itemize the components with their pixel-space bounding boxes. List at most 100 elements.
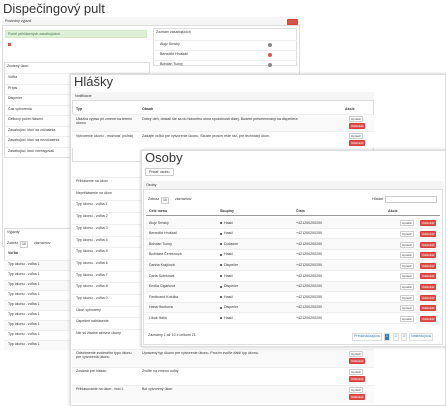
message-row (72, 270, 142, 283)
edit-button[interactable]: Upraviť (400, 273, 414, 280)
stop-button[interactable] (287, 18, 298, 25)
panel-title: Posledný výjazd (5, 19, 31, 23)
person-row (146, 292, 440, 303)
message-type: Typ úkonu - voľba 4 (76, 237, 108, 242)
message-type: Úspešné nahlásenie (76, 319, 109, 324)
trip-type: Typ úkonu - voľba 1 (8, 262, 40, 266)
delete-button[interactable]: Odstrániť (349, 123, 366, 129)
message-type: Typ úkonu - voľba 0 (76, 296, 108, 300)
delete-button[interactable]: Odstrániť (349, 358, 366, 364)
trip-row (4, 340, 74, 350)
delete-button[interactable]: Odstrániť (420, 294, 437, 301)
person-group: Dočasne (224, 241, 239, 246)
person-group: Hasič (224, 231, 233, 236)
edit-button[interactable]: Upraviť (349, 369, 363, 375)
length-select[interactable]: 10 (161, 197, 169, 204)
responders-panel (153, 28, 297, 66)
length-label: záznamov (34, 241, 51, 245)
person-group: Hasič (224, 220, 233, 225)
trip-type: Typ úkonu - voľba 1 (8, 342, 40, 346)
detail-label: Celkový počet hlásení (8, 117, 44, 121)
edit-button[interactable]: Upraviť (400, 252, 414, 259)
person-row (146, 260, 440, 271)
person-group: Hasič (224, 315, 233, 320)
delete-button[interactable]: Odstrániť (420, 283, 437, 290)
delete-button[interactable]: Odstrániť (420, 220, 437, 227)
panel-title: Notifikácie (75, 94, 92, 98)
message-type: Prihlasovanie na úkon - bod 1 (76, 387, 124, 391)
person-name: Emília Cigáňová (149, 284, 176, 289)
delete-button[interactable]: Odstrániť (349, 394, 366, 400)
page-link[interactable]: 2 (393, 333, 399, 341)
page-title: Dispečingový pult (3, 1, 105, 16)
message-type: Typ úkonu - voľba 2 (76, 214, 108, 219)
edit-button[interactable]: Upraviť (400, 283, 414, 290)
message-type: Prihlásenie na úkon (76, 179, 108, 183)
delete-button[interactable]: Odstrániť (420, 305, 437, 312)
trip-type: Typ úkonu - voľba 1 (8, 282, 40, 286)
header-rule (146, 215, 440, 216)
edit-button[interactable]: Upraviť (400, 262, 414, 269)
trip-row (4, 270, 74, 280)
delete-button[interactable]: Odstrániť (420, 252, 437, 259)
person-row (146, 249, 440, 261)
person-group: Hasič (224, 273, 233, 278)
person-number: +421200200200 (296, 252, 323, 257)
trip-row (4, 320, 74, 330)
logged-label: Počet prihlásených zasahujúcich (8, 31, 61, 36)
logged-bar (5, 30, 147, 38)
message-type: Odstránenie zvoleného typu úkonu pre vyt… (76, 351, 132, 359)
delete-button[interactable]: Odstrániť (420, 262, 437, 269)
add-person-button[interactable]: Pridať osobu (145, 168, 174, 176)
person-number: +421200200200 (296, 231, 323, 236)
length-select[interactable]: 10 (20, 241, 28, 248)
edit-button[interactable]: Upraviť (400, 241, 414, 248)
edit-button[interactable]: Upraviť (349, 351, 363, 357)
delete-button[interactable]: Odstrániť (420, 273, 437, 280)
person-row (146, 228, 440, 240)
edit-button[interactable]: Upraviť (400, 315, 414, 322)
delete-button[interactable]: Odstrániť (349, 140, 366, 146)
edit-button[interactable]: Upraviť (349, 133, 363, 139)
notification-content: Dobrý deň, dostali ste sa do hlavného ok… (142, 117, 298, 121)
edit-button[interactable]: Upraviť (400, 294, 414, 301)
page-link[interactable]: Nasledujúca (409, 333, 433, 341)
group-icon (220, 232, 222, 235)
search-input[interactable] (385, 195, 437, 203)
edit-button[interactable]: Upraviť (349, 387, 363, 393)
message-row (72, 329, 142, 341)
trip-type: Typ úkonu - voľba 1 (8, 332, 40, 336)
delete-button[interactable]: Odstrániť (420, 241, 437, 248)
page-link[interactable]: 1 (384, 333, 390, 341)
column-header: Celé meno (149, 209, 168, 213)
responder-status (268, 52, 272, 57)
column-header: Skupiny (220, 209, 234, 213)
table-info: Záznamy 1 až 10 z celkom 21 (148, 333, 196, 337)
trip-row (4, 290, 74, 300)
delete-button[interactable]: Odstrániť (420, 230, 437, 237)
responder-name: Bohdan Tučný (160, 62, 183, 66)
person-row (146, 271, 440, 282)
delete-button[interactable]: Odstrániť (420, 315, 437, 322)
edit-button[interactable]: Upraviť (400, 305, 414, 312)
message-row (72, 177, 142, 189)
person-row (146, 239, 440, 250)
message-row (72, 212, 142, 224)
person-number: +421200200200 (296, 273, 323, 278)
message-content: Zvoľte na zmenu voľby (142, 369, 179, 373)
page-link[interactable]: Predchádzajúca (352, 333, 382, 341)
responders-title: Zoznam zasahujúcich (156, 30, 191, 34)
message-row (72, 200, 142, 212)
person-number: +421200200200 (296, 220, 323, 225)
message-row (72, 349, 374, 367)
column-header: Akcie (345, 107, 355, 111)
delete-button[interactable]: Odstrániť (349, 376, 366, 382)
edit-button[interactable]: Upraviť (400, 230, 414, 237)
page-link[interactable]: 3 (401, 333, 407, 341)
edit-button[interactable]: Upraviť (349, 116, 363, 122)
person-number: +421200200200 (296, 315, 323, 320)
edit-button[interactable]: Upraviť (400, 220, 414, 227)
responder-row (153, 60, 297, 70)
notification-type: Vytvorenie úkonu - možnosť (voľná) (76, 134, 133, 138)
person-group: Hasič (224, 294, 233, 299)
